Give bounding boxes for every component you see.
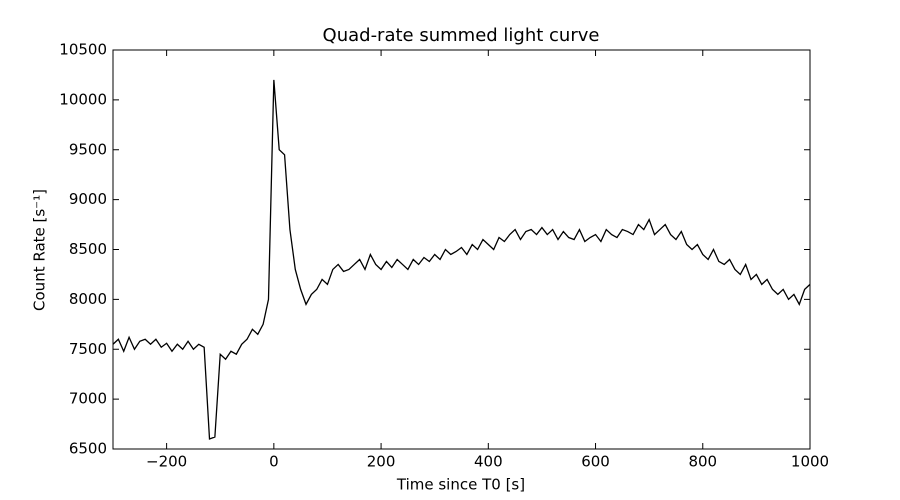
x-tick-label: 800	[688, 453, 717, 471]
y-tick-label: 6500	[69, 440, 107, 458]
x-tick-label: 0	[269, 453, 279, 471]
y-tick-label: 10500	[59, 41, 107, 59]
x-tick-label: 200	[367, 453, 396, 471]
y-tick-label: 9000	[69, 190, 107, 208]
y-tick-label: 8500	[69, 240, 107, 258]
x-tick-label: 600	[581, 453, 610, 471]
chart-title: Quad-rate summed light curve	[323, 25, 600, 46]
y-tick-label: 8000	[69, 290, 107, 308]
x-tick-label: −200	[146, 453, 187, 471]
y-tick-label: 9500	[69, 140, 107, 158]
x-axis-label: Time since T0 [s]	[396, 476, 525, 494]
y-tick-label: 7500	[69, 340, 107, 358]
x-tick-label: 1000	[791, 453, 829, 471]
data-line	[112, 79, 811, 440]
y-axis-label: Count Rate [s⁻¹]	[31, 189, 49, 311]
y-tick-label: 7000	[69, 390, 107, 408]
y-tick-label: 10000	[59, 90, 107, 108]
x-tick-label: 400	[474, 453, 503, 471]
